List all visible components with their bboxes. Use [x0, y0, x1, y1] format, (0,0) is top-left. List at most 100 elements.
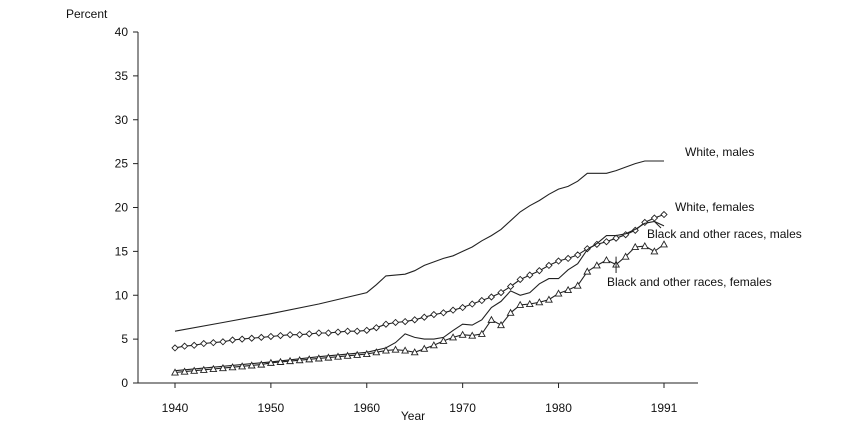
diamond-marker [219, 338, 227, 346]
diamond-marker [363, 326, 371, 334]
x-axis-title: Year [401, 409, 425, 423]
x-tick-label: 1940 [162, 401, 189, 415]
diamond-marker [267, 332, 275, 341]
diamond-marker [564, 254, 572, 263]
diamond-marker [449, 306, 457, 314]
diamond-marker [228, 336, 237, 344]
diamond-marker [439, 309, 448, 317]
x-tick-label: 1980 [545, 401, 572, 415]
diamond-marker [526, 271, 534, 279]
triangle-marker [276, 357, 285, 365]
triangle-marker [506, 308, 515, 316]
triangle-marker [343, 351, 352, 359]
triangle-marker [621, 252, 630, 260]
diamond-marker [487, 293, 496, 301]
triangle-marker [314, 354, 323, 362]
triangle-marker [362, 349, 371, 358]
triangle-marker [516, 300, 525, 308]
x-tick-label: 1960 [353, 401, 380, 415]
x-tick-label: 1970 [449, 401, 476, 415]
series-label: Black and other races, females [607, 275, 772, 289]
diamond-marker [545, 261, 553, 270]
triangle-marker [334, 352, 342, 360]
triangle-marker [238, 362, 247, 370]
diamond-marker [554, 257, 563, 265]
triangle-marker [228, 363, 237, 371]
diamond-marker [650, 214, 659, 222]
triangle-marker [218, 363, 227, 372]
diamond-marker [372, 324, 380, 332]
diamond-marker [516, 275, 524, 284]
triangle-marker [171, 368, 179, 376]
triangle-marker [631, 242, 640, 250]
triangle-marker [353, 350, 362, 358]
diamond-marker [391, 318, 400, 327]
diamond-marker [200, 339, 208, 348]
y-tick-label: 35 [115, 69, 129, 83]
y-tick-label: 10 [115, 288, 129, 302]
diamond-marker [171, 344, 179, 352]
diamond-marker [324, 329, 333, 337]
series-line [174, 160, 664, 332]
triangle-marker [592, 261, 601, 269]
triangle-marker [640, 241, 649, 250]
series-label: White, males [685, 145, 754, 159]
annotation-leader-line [654, 221, 662, 229]
y-tick-label: 15 [115, 244, 129, 258]
triangle-marker [458, 330, 467, 338]
y-axis-title: Percent [66, 7, 108, 21]
diamond-marker [315, 329, 323, 337]
diamond-marker [401, 317, 409, 326]
series-label: Black and other races, males [647, 227, 802, 241]
triangle-marker [477, 329, 486, 337]
series-3 [171, 240, 668, 376]
diamond-marker [506, 282, 515, 291]
series-annotations: White, males White, females Black and othe… [607, 145, 802, 289]
y-tick-label: 0 [121, 376, 128, 390]
triangle-marker [535, 298, 544, 306]
triangle-marker [391, 345, 400, 353]
triangle-marker [650, 247, 659, 255]
y-ticks: 0 5 10 15 20 25 30 35 40 [115, 25, 138, 390]
triangle-marker [324, 353, 333, 361]
x-tick-label: 1991 [651, 401, 678, 415]
diamond-marker [343, 327, 352, 335]
triangle-marker [564, 285, 573, 293]
triangle-marker [554, 289, 563, 297]
triangle-marker [544, 295, 553, 303]
triangle-marker [266, 358, 275, 366]
diamond-marker [276, 331, 285, 340]
diamond-marker [602, 238, 611, 246]
y-tick-label: 25 [115, 157, 129, 171]
triangle-marker [305, 355, 314, 363]
x-tick-label: 1950 [258, 401, 285, 415]
diamond-marker [430, 310, 438, 319]
triangle-marker [429, 341, 438, 349]
diamond-marker [468, 300, 476, 308]
triangle-marker [583, 267, 592, 275]
triangle-marker [286, 356, 295, 365]
diamond-marker [257, 333, 265, 342]
triangle-marker [497, 320, 505, 329]
triangle-marker [525, 299, 534, 308]
diamond-marker [420, 313, 428, 321]
triangle-marker [381, 346, 390, 354]
y-tick-label: 20 [115, 201, 129, 215]
diamond-marker [382, 320, 390, 328]
triangle-marker [257, 360, 266, 368]
series-line [174, 213, 665, 349]
triangle-marker [660, 240, 668, 248]
diamond-marker [248, 334, 256, 342]
diamond-marker [612, 234, 620, 242]
triangle-marker [468, 331, 477, 339]
series-label: White, females [675, 200, 754, 214]
series-1 [171, 210, 668, 352]
triangle-marker [295, 356, 304, 364]
triangle-marker [247, 361, 256, 369]
y-tick-label: 40 [115, 25, 129, 39]
diamond-marker [478, 296, 486, 305]
diamond-marker [411, 316, 419, 324]
triangle-marker [420, 344, 429, 352]
diamond-marker [497, 288, 505, 297]
series-layer [171, 160, 668, 376]
